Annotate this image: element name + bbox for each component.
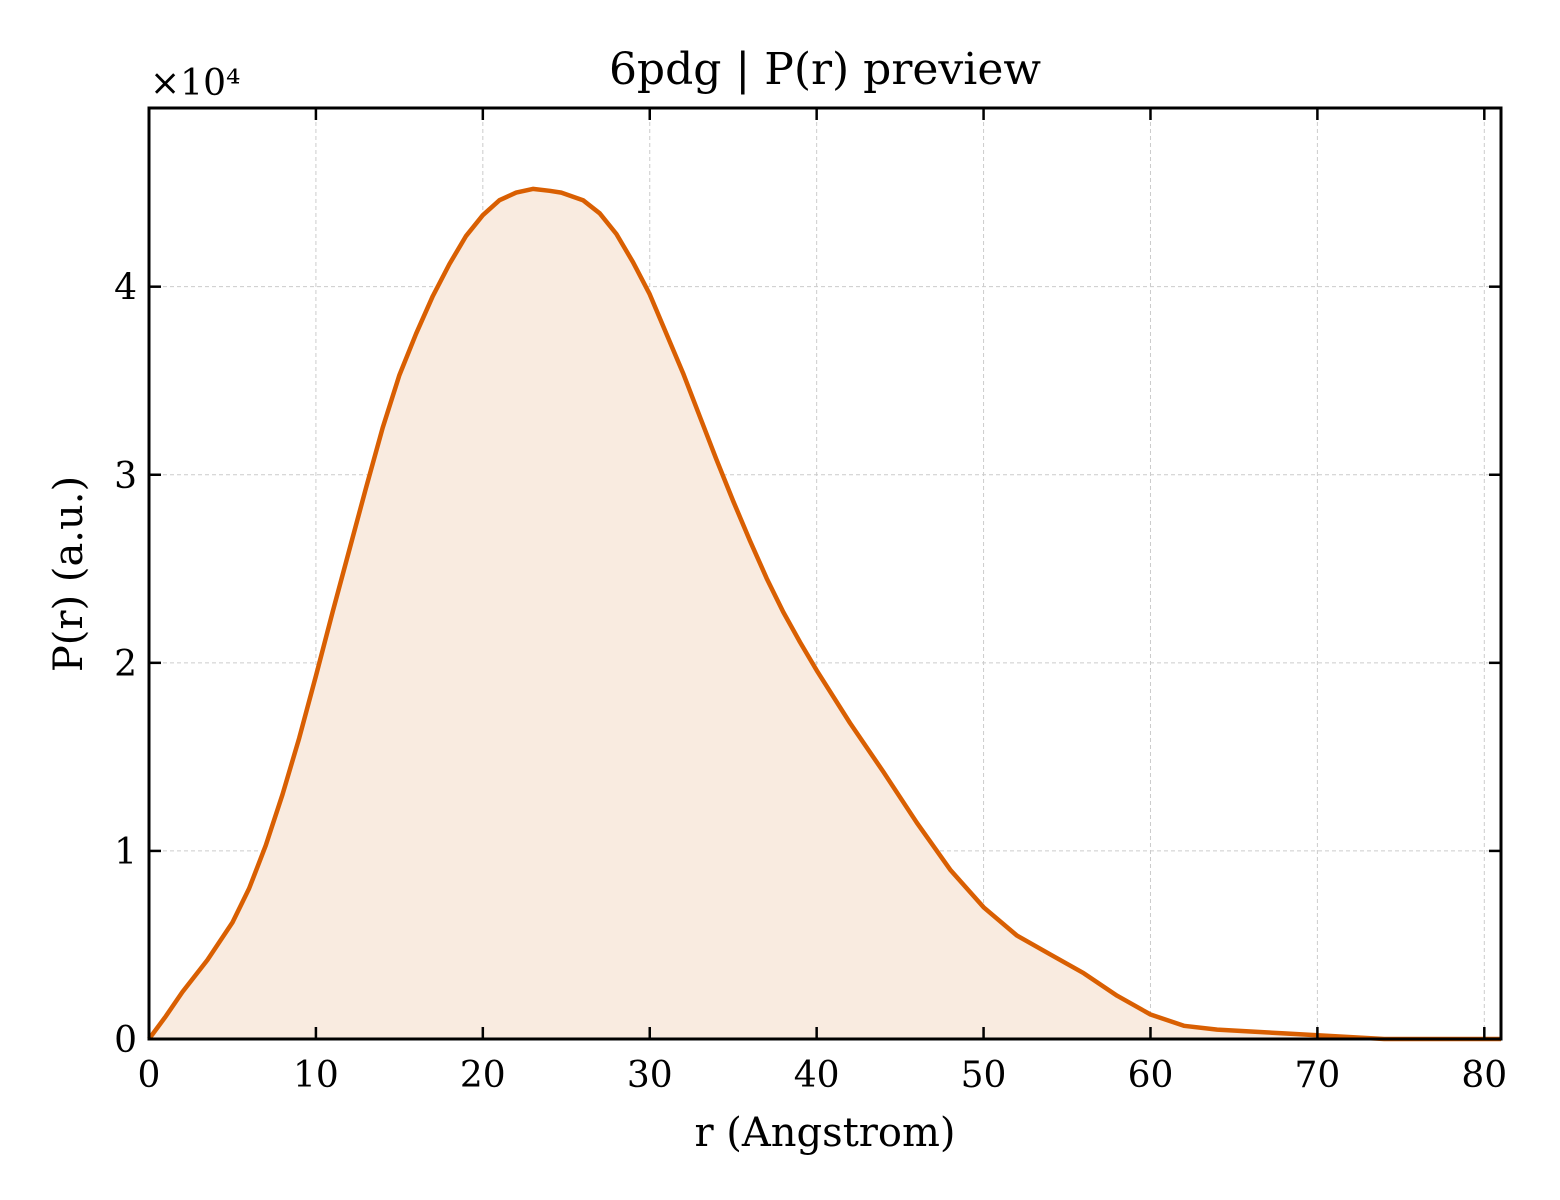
x-tick-label: 20 xyxy=(460,1055,506,1096)
chart-title: 6pdg | P(r) preview xyxy=(609,44,1041,95)
x-tick-label: 60 xyxy=(1128,1055,1174,1096)
plot-frame xyxy=(147,106,1503,1041)
pr-curve-line xyxy=(147,186,1501,1042)
area-fill xyxy=(149,188,1501,1039)
y-tick-label: 0 xyxy=(114,1020,137,1061)
y-tick-label: 1 xyxy=(114,832,137,873)
y-tick-label: 3 xyxy=(114,456,137,497)
y-multiplier: ×10⁴ xyxy=(150,63,240,104)
x-tick-label: 40 xyxy=(794,1055,840,1096)
x-tick-label: 10 xyxy=(293,1055,339,1096)
x-tick-label: 50 xyxy=(961,1055,1007,1096)
ticks: 0 10 20 30 40 50 60 70 80 0 1 2 3 4 xyxy=(114,108,1507,1096)
x-axis-label: r (Angstrom) xyxy=(694,1110,955,1156)
x-tick-label: 30 xyxy=(627,1055,673,1096)
x-tick-label: 70 xyxy=(1294,1055,1340,1096)
x-tick-label: 0 xyxy=(138,1055,161,1096)
x-tick-label: 80 xyxy=(1461,1055,1507,1096)
y-tick-label: 2 xyxy=(114,644,137,685)
y-tick-label: 4 xyxy=(114,268,137,309)
y-axis-label: P(r) (a.u.) xyxy=(46,476,92,672)
